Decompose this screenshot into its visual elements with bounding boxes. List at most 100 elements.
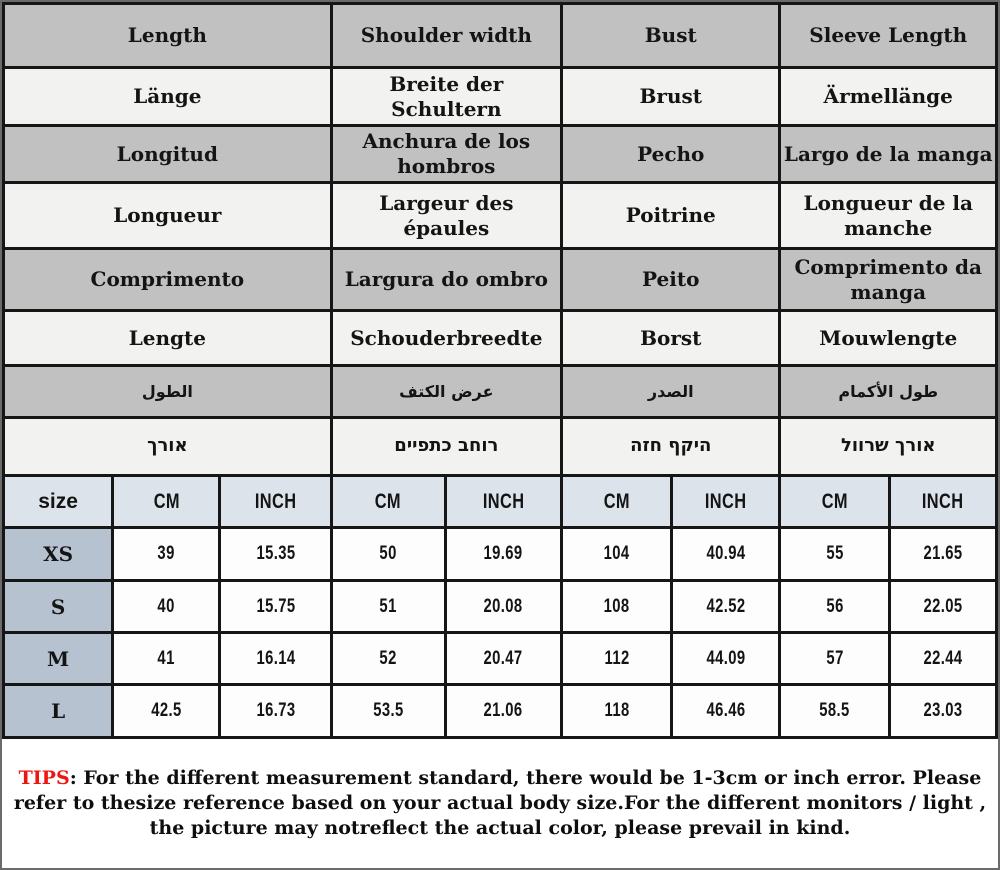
cell-text: 118 <box>604 700 630 721</box>
language-row-english: Length Shoulder width Bust Sleeve Length <box>2 2 998 69</box>
unit-header-cell: CM <box>111 474 222 529</box>
cell-text: CM <box>153 489 180 513</box>
cell-text: 51 <box>379 595 397 617</box>
cell-text: 108 <box>603 595 630 617</box>
tips-label: TIPS <box>18 767 70 789</box>
cell-text: 57 <box>825 647 844 669</box>
language-row-hebrew: אורך רוחב כתפיים היקף חזה אורך שרוול <box>2 416 998 477</box>
measurement-cell: 42.52 <box>670 579 782 634</box>
cell-text: 46.46 <box>706 700 746 721</box>
cell-text: 53.5 <box>373 700 404 721</box>
cell-text: 19.69 <box>483 543 523 564</box>
size-label: L <box>2 683 115 739</box>
measurement-cell: 16.14 <box>218 631 333 686</box>
measurement-cell: 58.5 <box>778 683 891 739</box>
unit-header-cell: INCH <box>218 474 333 529</box>
size-row-xs: XS 39 15.35 50 19.69 104 40.94 55 21.65 <box>2 526 998 582</box>
measure-label-arabic: عرض الكتف <box>329 364 564 419</box>
language-row-dutch: Lengte Schouderbreedte Borst Mouwlengte <box>2 309 998 367</box>
measure-label-english: Bust <box>560 2 782 69</box>
measurement-cell: 15.35 <box>218 526 333 582</box>
measurement-cell: 20.47 <box>443 631 564 686</box>
measurement-cell: 52 <box>329 631 447 686</box>
size-chart-table: Length Shoulder width Bust Sleeve Length Län… <box>2 2 998 739</box>
cell-text: 42.5 <box>151 700 182 721</box>
size-column-header: size <box>2 474 115 529</box>
cell-text: 40 <box>157 595 175 617</box>
language-row-german: Länge Breite der Schultern Brust Ärmellänge <box>2 66 998 127</box>
measurement-cell: 104 <box>560 526 674 582</box>
unit-header-cell: INCH <box>670 474 782 529</box>
measure-label-english: Shoulder width <box>329 2 564 69</box>
tips-note: TIPS: For the different measurement stan… <box>2 739 998 841</box>
cell-text: 20.08 <box>483 595 523 617</box>
cell-text: 21.65 <box>923 543 963 564</box>
measurement-cell: 40 <box>111 579 222 634</box>
measure-label-french: Poitrine <box>560 181 782 250</box>
measure-label-hebrew: היקף חזה <box>560 416 782 477</box>
cell-text: 23.03 <box>923 700 963 721</box>
measurement-cell: 16.73 <box>218 683 333 739</box>
measurement-cell: 118 <box>560 683 674 739</box>
cell-text: INCH <box>922 489 964 513</box>
cell-text: 52 <box>379 647 397 669</box>
measurement-cell: 22.05 <box>887 579 998 634</box>
measurement-cell: 55 <box>778 526 891 582</box>
unit-header-cell: INCH <box>443 474 564 529</box>
cell-text: CM <box>821 489 848 513</box>
unit-header-cell: CM <box>329 474 447 529</box>
measurement-cell: 41 <box>111 631 222 686</box>
measure-label-spanish: Anchura de los hombros <box>329 124 564 184</box>
measure-label-hebrew: אורך שרוול <box>778 416 998 477</box>
measure-label-arabic: طول الأكمام <box>778 364 998 419</box>
size-row-l: L 42.5 16.73 53.5 21.06 118 46.46 58.5 23.03 <box>2 683 998 739</box>
measure-label-english: Length <box>2 2 333 69</box>
cell-text: 20.47 <box>483 647 523 669</box>
measurement-cell: 19.69 <box>443 526 564 582</box>
measure-label-spanish: Pecho <box>560 124 782 184</box>
measure-label-french: Longueur <box>2 181 333 250</box>
measure-label-hebrew: אורך <box>2 416 333 477</box>
measure-label-spanish: Largo de la manga <box>778 124 998 184</box>
measurement-cell: 40.94 <box>670 526 782 582</box>
cell-text: CM <box>603 489 630 513</box>
unit-header-cell: INCH <box>887 474 998 529</box>
measurement-cell: 112 <box>560 631 674 686</box>
measurement-cell: 46.46 <box>670 683 782 739</box>
language-row-arabic: الطول عرض الكتف الصدر طول الأكمام <box>2 364 998 419</box>
tips-separator: : <box>69 767 84 789</box>
cell-text: INCH <box>482 489 525 513</box>
tips-text: For the different measurement standard, … <box>13 767 987 840</box>
size-chart-body: Length Shoulder width Bust Sleeve Length Län… <box>2 2 998 739</box>
measurement-cell: 44.09 <box>670 631 782 686</box>
measurement-cell: 42.5 <box>111 683 222 739</box>
cell-text: 44.09 <box>706 647 746 669</box>
size-label: XS <box>2 526 115 582</box>
cell-text: 16.14 <box>256 647 296 669</box>
cell-text: 15.35 <box>256 543 296 564</box>
cell-text: 41 <box>157 647 175 669</box>
measurement-cell: 50 <box>329 526 447 582</box>
cell-text: 16.73 <box>256 700 296 721</box>
size-row-s: S 40 15.75 51 20.08 108 42.52 56 22.05 <box>2 579 998 634</box>
measure-label-portuguese: Comprimento da manga <box>778 247 998 312</box>
language-row-portuguese: Comprimento Largura do ombro Peito Comprime… <box>2 247 998 312</box>
measurement-cell: 23.03 <box>887 683 998 739</box>
cell-text: 21.06 <box>483 700 523 721</box>
language-row-french: Longueur Largeur des épaules Poitrine Longu… <box>2 181 998 250</box>
cell-text: 22.05 <box>923 595 963 617</box>
cell-text: 40.94 <box>706 543 746 564</box>
unit-header-cell: CM <box>778 474 891 529</box>
measure-label-portuguese: Comprimento <box>2 247 333 312</box>
measurement-cell: 108 <box>560 579 674 634</box>
measure-label-dutch: Borst <box>560 309 782 367</box>
measure-label-portuguese: Largura do ombro <box>329 247 564 312</box>
language-row-spanish: Longitud Anchura de los hombros Pecho Largo… <box>2 124 998 184</box>
cell-text: 55 <box>825 543 844 564</box>
unit-header-row: size CM INCH CM INCH CM INCH CM INCH <box>2 474 998 529</box>
cell-text: 56 <box>825 595 844 617</box>
measurement-cell: 57 <box>778 631 891 686</box>
measure-label-hebrew: רוחב כתפיים <box>329 416 564 477</box>
cell-text: 15.75 <box>256 595 296 617</box>
